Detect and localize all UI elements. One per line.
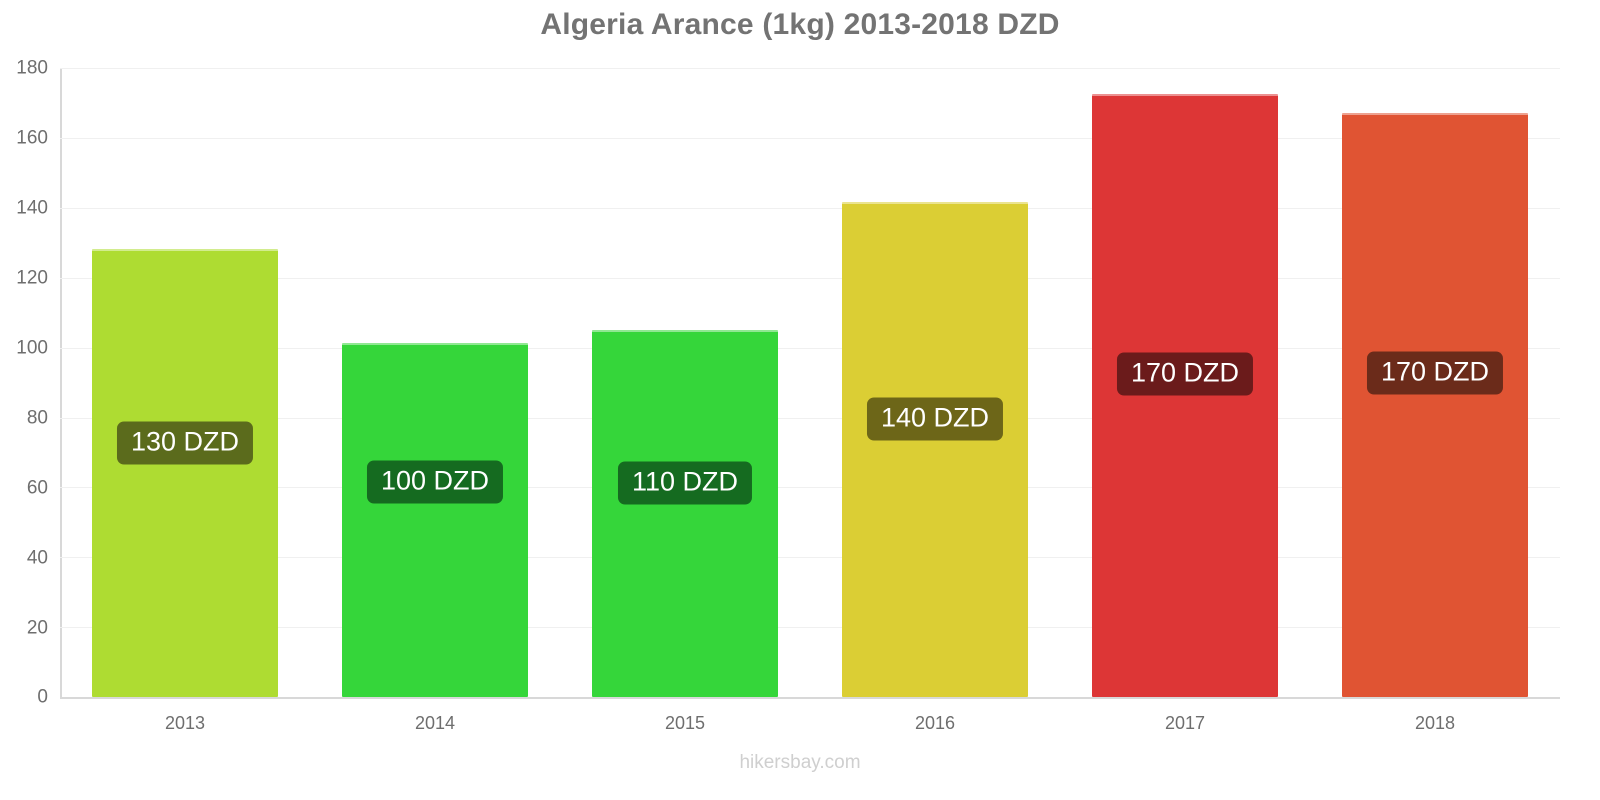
gridline-20 (60, 627, 1560, 628)
x-tick-2016: 2016 (914, 713, 956, 733)
y-tick-120: 120 (16, 267, 48, 289)
gridline-120 (60, 278, 1560, 279)
y-tick-40: 40 (26, 547, 48, 569)
y-tick-0: 0 (37, 686, 48, 708)
value-label-2017: 170 DZD (1116, 352, 1254, 396)
chart-title: Algeria Arance (1kg) 2013-2018 DZD (540, 8, 1060, 41)
gridline-60 (60, 487, 1560, 488)
x-tick-2018: 2018 (1414, 713, 1456, 733)
x-tick-2015: 2015 (664, 713, 706, 733)
gridline-180 (60, 68, 1560, 69)
value-label-2015: 110 DZD (617, 461, 753, 505)
value-label-2018: 170 DZD (1366, 351, 1504, 395)
bar-top-highlight (842, 202, 1028, 205)
bar-2013[interactable] (92, 249, 278, 697)
y-tick-140: 140 (16, 197, 48, 219)
bar-2015[interactable] (592, 329, 778, 697)
x-tick-2014: 2014 (414, 713, 456, 733)
value-label-2016: 140 DZD (866, 397, 1004, 441)
bar-2014[interactable] (342, 343, 528, 697)
gridline-160 (60, 138, 1560, 139)
x-tick-2017: 2017 (1164, 713, 1206, 733)
gridline-baseline-0 (60, 697, 1560, 699)
y-tick-60: 60 (26, 477, 48, 499)
y-tick-160: 160 (16, 127, 48, 149)
gridline-40 (60, 557, 1560, 558)
bar-top-highlight (92, 249, 278, 252)
value-label-2014: 100 DZD (366, 460, 504, 504)
value-label-2013: 130 DZD (116, 421, 254, 465)
footer-credit: hikersbay.com (739, 752, 861, 773)
bar-2018[interactable] (1342, 113, 1528, 697)
bar-top-highlight (592, 329, 778, 332)
gridline-80 (60, 418, 1560, 419)
bar-top-highlight (1342, 113, 1528, 116)
y-axis-tick-labels: 180 160 140 120 100 80 60 40 20 0 (0, 0, 48, 800)
y-tick-100: 100 (16, 337, 48, 359)
bar-top-highlight (1092, 94, 1278, 97)
y-tick-180: 180 (16, 57, 48, 79)
y-tick-20: 20 (26, 617, 48, 639)
y-tick-80: 80 (26, 407, 48, 429)
y-axis-line (60, 68, 62, 699)
gridline-100 (60, 348, 1560, 349)
bar-2016[interactable] (842, 202, 1028, 697)
plot-area: 130 DZD 100 DZD 110 DZD 140 DZD 170 DZD … (60, 68, 1560, 699)
x-tick-2013: 2013 (164, 713, 206, 733)
bar-top-highlight (342, 343, 528, 346)
gridline-140 (60, 208, 1560, 209)
